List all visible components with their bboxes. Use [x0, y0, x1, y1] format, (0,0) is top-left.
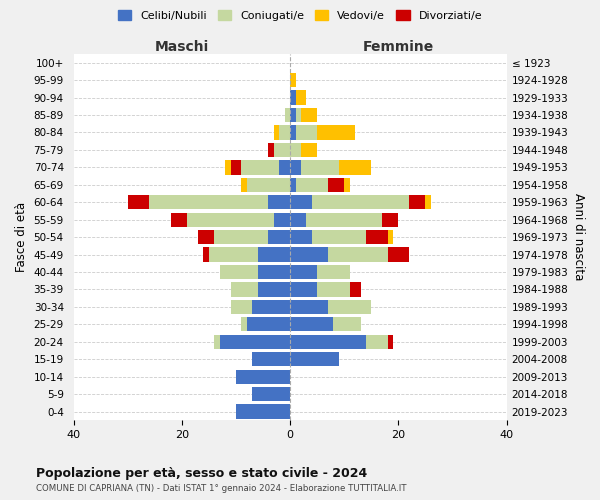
- Legend: Celibi/Nubili, Coniugati/e, Vedovi/e, Divorziati/e: Celibi/Nubili, Coniugati/e, Vedovi/e, Di…: [113, 6, 487, 25]
- Bar: [241, 160, 279, 174]
- Bar: [279, 160, 290, 174]
- Bar: [274, 212, 290, 227]
- Bar: [290, 143, 301, 157]
- Bar: [268, 143, 274, 157]
- Bar: [268, 230, 290, 244]
- Bar: [257, 248, 290, 262]
- Bar: [220, 265, 257, 279]
- Bar: [171, 212, 187, 227]
- Bar: [225, 160, 230, 174]
- Bar: [301, 143, 317, 157]
- Bar: [296, 178, 328, 192]
- Bar: [296, 90, 307, 105]
- Text: COMUNE DI CAPRIANA (TN) - Dati ISTAT 1° gennaio 2024 - Elaborazione TUTTITALIA.I: COMUNE DI CAPRIANA (TN) - Dati ISTAT 1° …: [36, 484, 407, 493]
- Bar: [317, 126, 355, 140]
- Bar: [290, 108, 296, 122]
- Bar: [339, 160, 371, 174]
- Bar: [301, 160, 339, 174]
- Bar: [257, 265, 290, 279]
- Bar: [247, 317, 290, 332]
- Bar: [290, 300, 328, 314]
- Bar: [230, 160, 241, 174]
- Bar: [317, 282, 350, 296]
- Bar: [366, 230, 388, 244]
- Bar: [290, 282, 317, 296]
- Bar: [307, 212, 382, 227]
- Bar: [241, 317, 247, 332]
- Bar: [290, 265, 317, 279]
- Bar: [290, 90, 296, 105]
- Y-axis label: Fasce di età: Fasce di età: [15, 202, 28, 272]
- Bar: [241, 178, 247, 192]
- Bar: [290, 160, 301, 174]
- Bar: [290, 352, 339, 366]
- Bar: [296, 126, 317, 140]
- Bar: [290, 334, 366, 349]
- Bar: [312, 195, 409, 210]
- Bar: [236, 404, 290, 418]
- Bar: [203, 248, 209, 262]
- Bar: [290, 230, 312, 244]
- Bar: [290, 126, 296, 140]
- Bar: [301, 108, 317, 122]
- Text: Popolazione per età, sesso e stato civile - 2024: Popolazione per età, sesso e stato civil…: [36, 468, 367, 480]
- Bar: [382, 212, 398, 227]
- Bar: [290, 317, 334, 332]
- Bar: [350, 282, 361, 296]
- Bar: [344, 178, 350, 192]
- Bar: [149, 195, 268, 210]
- Text: Femmine: Femmine: [363, 40, 434, 54]
- Bar: [290, 195, 312, 210]
- Bar: [328, 300, 371, 314]
- Bar: [247, 178, 290, 192]
- Bar: [220, 334, 290, 349]
- Bar: [334, 317, 361, 332]
- Bar: [230, 300, 252, 314]
- Bar: [268, 195, 290, 210]
- Bar: [214, 230, 268, 244]
- Bar: [290, 212, 307, 227]
- Bar: [209, 248, 257, 262]
- Bar: [328, 248, 388, 262]
- Bar: [312, 230, 366, 244]
- Bar: [214, 334, 220, 349]
- Bar: [290, 248, 328, 262]
- Text: Maschi: Maschi: [155, 40, 209, 54]
- Bar: [388, 248, 409, 262]
- Bar: [128, 195, 149, 210]
- Bar: [198, 230, 214, 244]
- Bar: [252, 387, 290, 402]
- Bar: [279, 126, 290, 140]
- Bar: [236, 370, 290, 384]
- Bar: [285, 108, 290, 122]
- Bar: [274, 143, 290, 157]
- Y-axis label: Anni di nascita: Anni di nascita: [572, 194, 585, 281]
- Bar: [328, 178, 344, 192]
- Bar: [187, 212, 274, 227]
- Bar: [388, 230, 393, 244]
- Bar: [366, 334, 388, 349]
- Bar: [290, 178, 296, 192]
- Bar: [388, 334, 393, 349]
- Bar: [425, 195, 431, 210]
- Bar: [257, 282, 290, 296]
- Bar: [274, 126, 279, 140]
- Bar: [252, 300, 290, 314]
- Bar: [230, 282, 257, 296]
- Bar: [296, 108, 301, 122]
- Bar: [409, 195, 425, 210]
- Bar: [290, 73, 296, 88]
- Bar: [317, 265, 350, 279]
- Bar: [252, 352, 290, 366]
